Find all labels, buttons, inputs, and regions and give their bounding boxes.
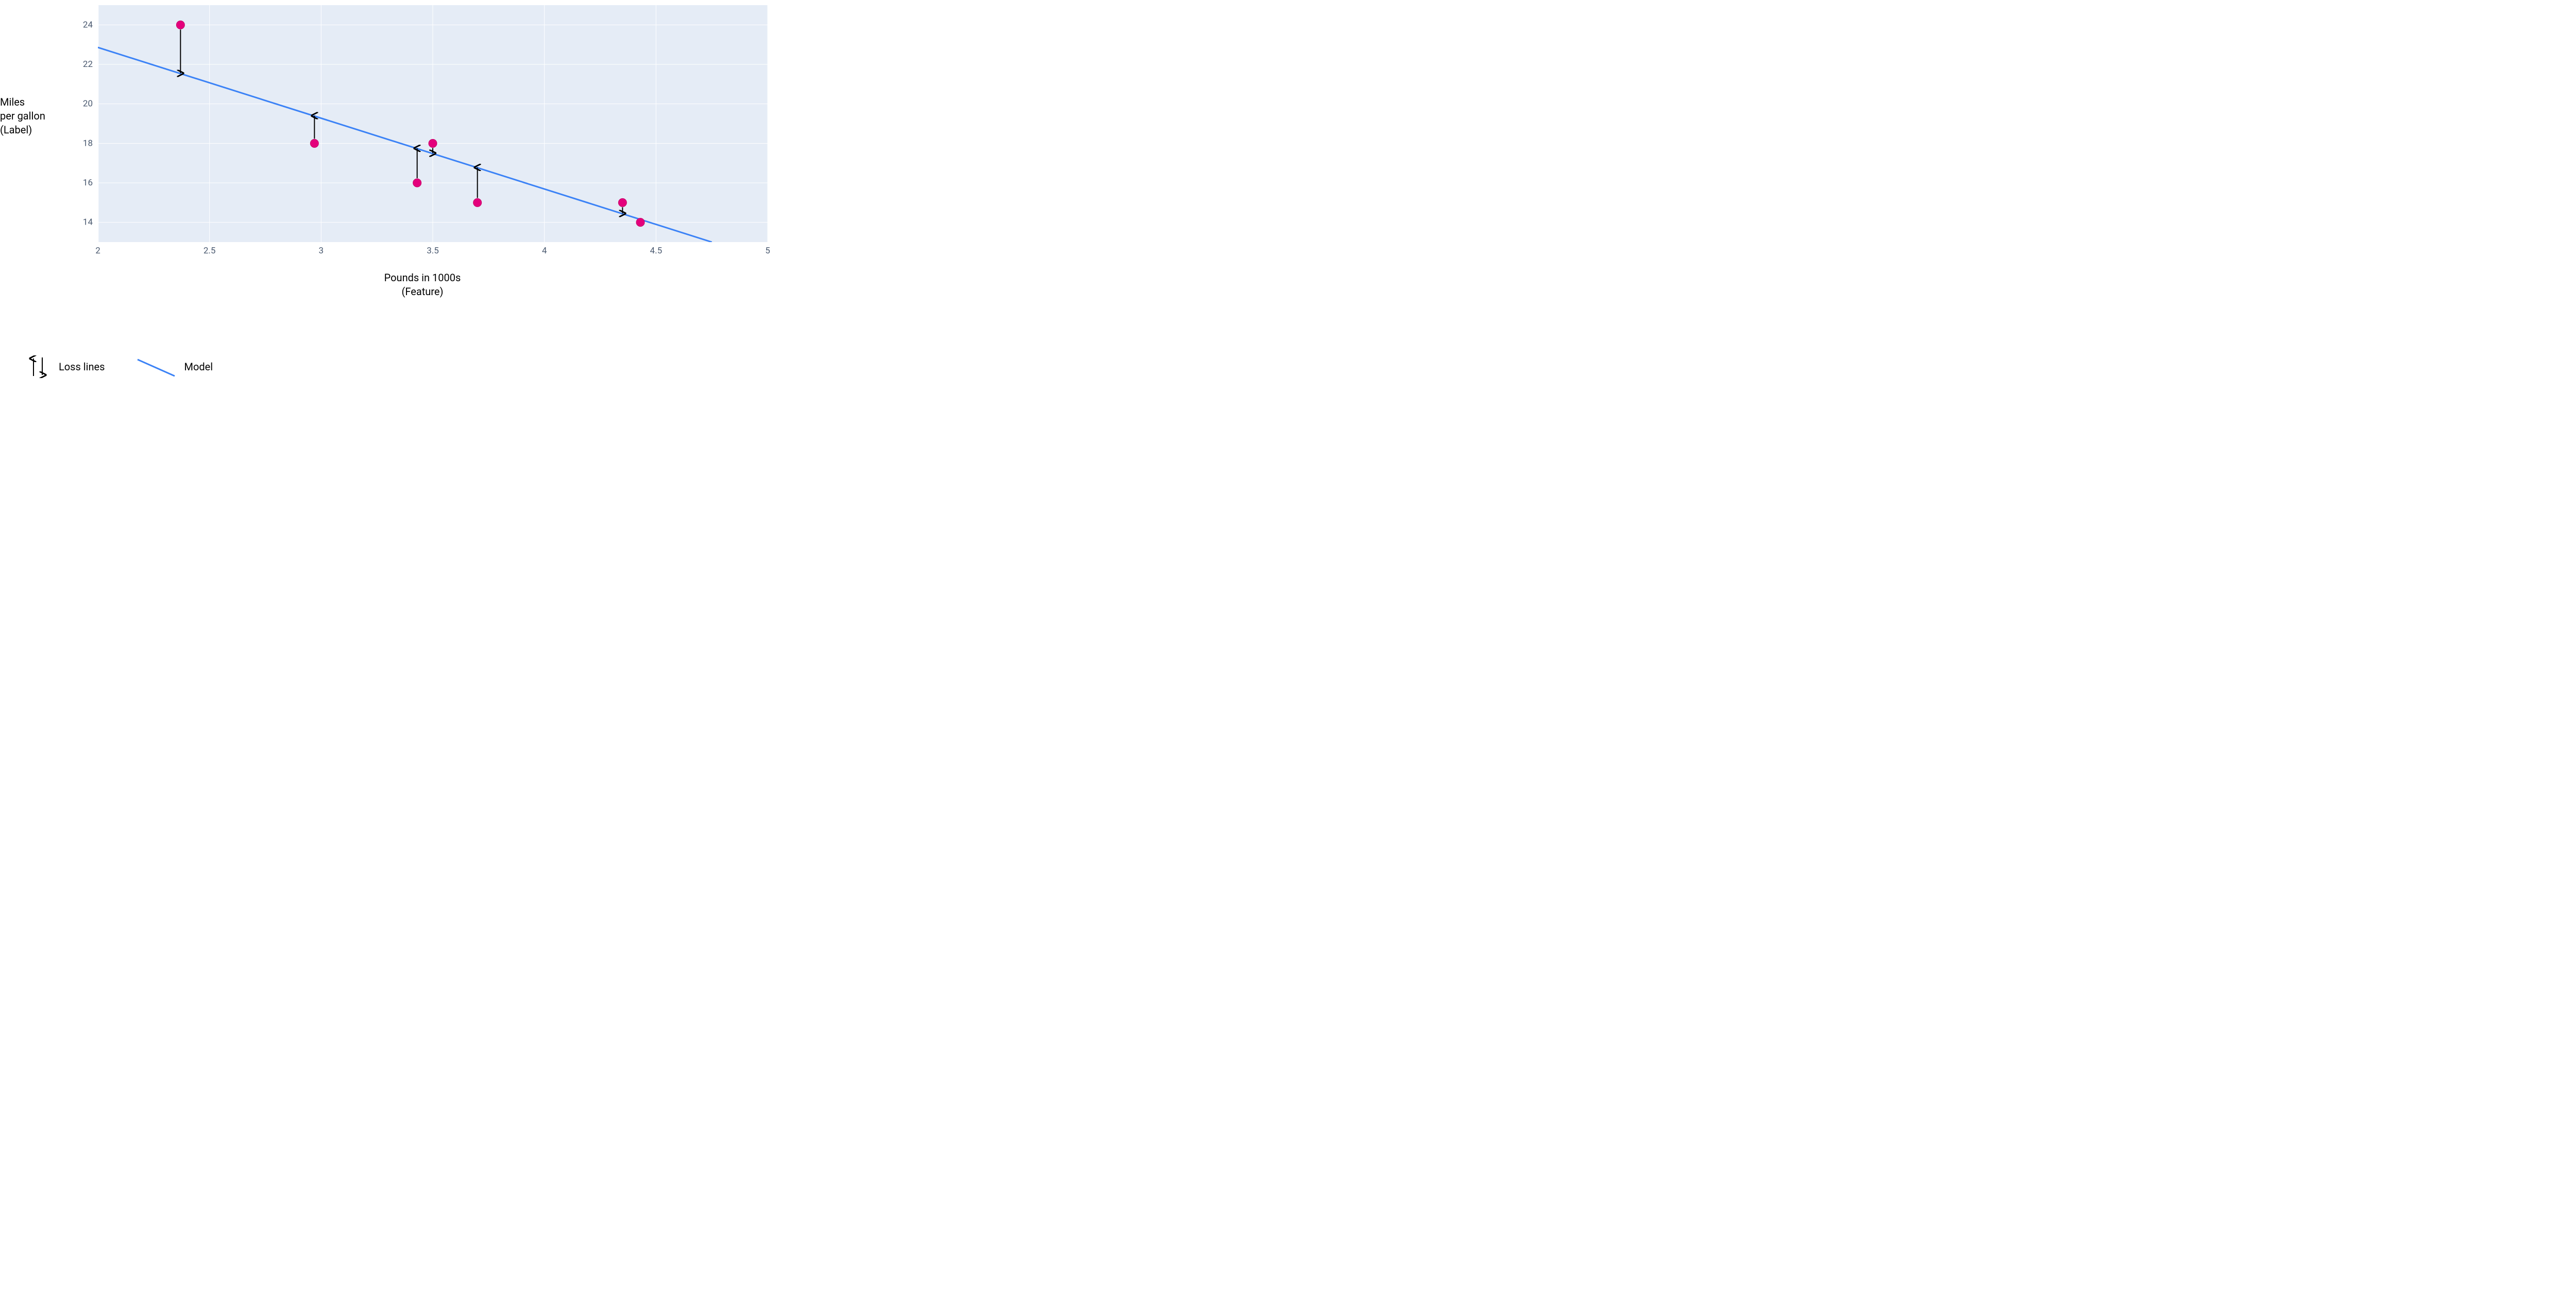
legend-loss-lines-label: Loss lines xyxy=(59,361,105,373)
y-axis-label: Miles per gallon (Label) xyxy=(0,95,77,137)
data-point xyxy=(429,139,437,147)
xtick-label: 2.5 xyxy=(204,246,216,256)
plot-area: 14 16 18 20 22 24 2 2.5 3 3.5 4 4.5 5 xyxy=(77,0,773,263)
data-point xyxy=(310,139,318,147)
xtick-label: 5 xyxy=(765,246,770,256)
ytick-label: 14 xyxy=(83,217,93,228)
data-point xyxy=(618,198,626,207)
ytick-label: 20 xyxy=(83,99,93,109)
model-line-icon xyxy=(135,355,177,378)
y-axis-label-line3: (Label) xyxy=(0,123,72,137)
x-axis-label-line2: (Feature) xyxy=(88,285,757,299)
legend: Loss lines Model xyxy=(26,355,779,378)
x-axis-label: Pounds in 1000s (Feature) xyxy=(88,271,757,299)
xtick-label: 3 xyxy=(319,246,324,256)
ytick-label: 24 xyxy=(83,20,93,30)
xtick-label: 3.5 xyxy=(427,246,439,256)
legend-model-label: Model xyxy=(184,361,213,373)
plot-svg: 14 16 18 20 22 24 2 2.5 3 3.5 4 4.5 5 xyxy=(77,0,773,261)
x-axis-label-line1: Pounds in 1000s xyxy=(88,271,757,285)
y-axis-label-line2: per gallon xyxy=(0,109,72,123)
chart-row: Miles per gallon (Label) 14 16 18 20 22 24 2 2.… xyxy=(0,0,779,263)
chart-wrapper: Miles per gallon (Label) 14 16 18 20 22 24 2 2.… xyxy=(0,0,779,378)
xtick-label: 2 xyxy=(95,246,100,256)
data-point xyxy=(636,218,645,227)
ytick-label: 18 xyxy=(83,138,93,148)
loss-lines-icon xyxy=(26,355,52,378)
y-axis-label-line1: Miles xyxy=(0,95,72,109)
legend-item-model: Model xyxy=(135,355,213,378)
ytick-label: 22 xyxy=(83,59,93,70)
data-point xyxy=(413,179,421,187)
xtick-label: 4 xyxy=(542,246,547,256)
data-point xyxy=(176,21,184,29)
ytick-label: 16 xyxy=(83,178,93,188)
xtick-label: 4.5 xyxy=(650,246,663,256)
data-point xyxy=(473,198,482,207)
legend-item-loss-lines: Loss lines xyxy=(26,355,105,378)
